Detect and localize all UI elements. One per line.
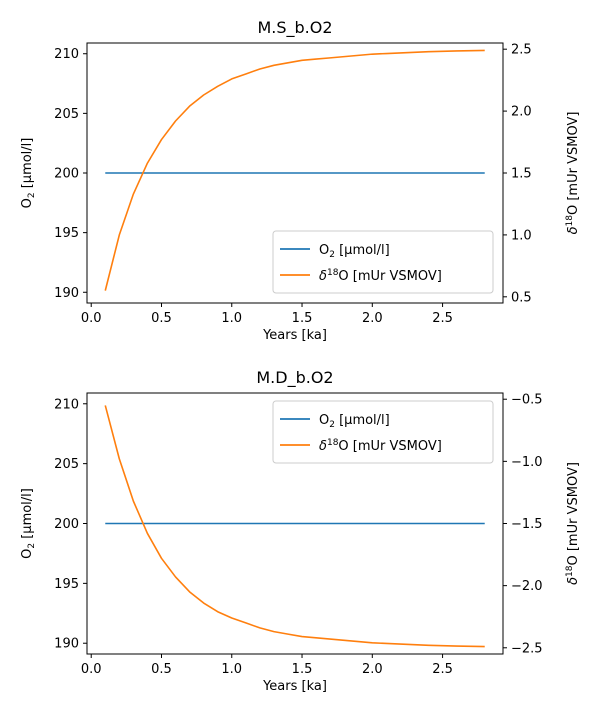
y-right-tick-label: −1.0 [511, 455, 543, 470]
y-left-tick-label: 190 [54, 637, 79, 652]
y-right-tick-label: 2.5 [511, 43, 532, 58]
x-axis-label: Years [ka] [262, 328, 327, 343]
x-tick-label: 2.0 [362, 662, 383, 677]
y-right-tick-label: 2.0 [511, 105, 532, 120]
d18o-series-line [104, 405, 485, 648]
y-right-label-delta: δ [566, 226, 581, 234]
legend-text-delta: δ [319, 439, 327, 454]
legend-box [272, 400, 494, 464]
y-right-tick-label: −0.5 [511, 393, 543, 408]
y-left-label-main: O [20, 198, 35, 208]
x-tick-label: 1.0 [221, 311, 242, 326]
x-tick-label: 2.5 [432, 662, 453, 677]
y-left-tick-label: 190 [54, 286, 79, 301]
y-right-label-rest: O [mUr VSMOV] [566, 462, 581, 565]
y-right-axis-label: δ18O [mUr VSMOV] [565, 112, 581, 235]
y-left-label-main: O [20, 549, 35, 559]
legend-text-delta: δ [319, 269, 327, 284]
y-right-label-delta: δ [566, 577, 581, 585]
y-right-tick-label: −1.5 [511, 517, 543, 532]
series-lines [104, 49, 485, 291]
legend: O2 [µmol/l] δ18O [mUr VSMOV] [272, 230, 494, 294]
x-tick-label: 0.0 [81, 311, 102, 326]
y-right-label-superscript: 18 [565, 565, 575, 577]
legend-entry-d18o: δ18O [mUr VSMOV] [319, 438, 442, 454]
y-right-tick-label: 1.0 [511, 228, 532, 243]
y-right-tick-label: 1.5 [511, 167, 532, 182]
y-left-axis-label: O2 [µmol/l] [20, 138, 37, 209]
legend-entry-o2: O2 [µmol/l] [319, 243, 390, 260]
y-left-tick-label: 205 [54, 457, 79, 472]
y-left-label-subscript: 2 [27, 543, 37, 549]
legend-text-main: O [319, 243, 329, 258]
y-left-tick-label: 195 [54, 577, 79, 592]
legend-text-rest: O [mUr VSMOV] [338, 439, 441, 454]
y-left-tick-label: 205 [54, 107, 79, 122]
x-tick-label: 0.0 [81, 662, 102, 677]
y-left-tick-label: 210 [54, 397, 79, 412]
x-tick-label: 0.5 [151, 311, 172, 326]
x-tick-label: 1.0 [221, 662, 242, 677]
chart-title: M.S_b.O2 [257, 18, 332, 38]
y-right-label-rest: O [mUr VSMOV] [566, 112, 581, 215]
y-right-axis-label: δ18O [mUr VSMOV] [565, 462, 581, 585]
legend-text-rest: [µmol/l] [335, 243, 390, 258]
legend-text-rest: [µmol/l] [335, 413, 390, 428]
x-axis-label: Years [ka] [262, 679, 327, 694]
y-left-tick-label: 210 [54, 47, 79, 62]
d18o-series-line [104, 49, 485, 291]
legend-text-superscript: 18 [327, 438, 339, 448]
legend-entry-d18o: δ18O [mUr VSMOV] [319, 268, 442, 284]
legend: O2 [µmol/l] δ18O [mUr VSMOV] [272, 400, 494, 464]
legend-text-rest: O [mUr VSMOV] [338, 269, 441, 284]
legend-box [272, 230, 494, 294]
bottom-chart-panel: M.D_b.O20.0 0.5 1.0 1.5 2.0 2.519019520020521… [20, 368, 581, 694]
y-right-tick-label: −2.5 [511, 641, 543, 656]
legend-text-main: O [319, 413, 329, 428]
legend-text-subscript: 2 [329, 420, 335, 430]
y-right-tick-label: −2.0 [511, 579, 543, 594]
y-right-label-superscript: 18 [565, 215, 575, 227]
y-left-label-subscript: 2 [27, 192, 37, 198]
chart-title: M.D_b.O2 [256, 368, 333, 388]
y-left-tick-label: 200 [54, 167, 79, 182]
y-left-label-rest: [µmol/l] [20, 488, 35, 543]
legend-entry-o2: O2 [µmol/l] [319, 413, 390, 430]
legend-text-subscript: 2 [329, 250, 335, 260]
x-tick-label: 2.5 [432, 311, 453, 326]
top-chart-panel: M.S_b.O20.0 0.5 1.0 1.5 2.0 2.519019520020521… [20, 18, 581, 343]
y-left-tick-label: 195 [54, 226, 79, 241]
y-left-label-rest: [µmol/l] [20, 138, 35, 193]
y-left-axis-label: O2 [µmol/l] [20, 488, 37, 559]
y-left-tick-label: 200 [54, 517, 79, 532]
legend-text-superscript: 18 [327, 268, 339, 278]
y-right-tick-label: 0.5 [511, 290, 532, 305]
x-tick-label: 1.5 [292, 311, 313, 326]
series-lines [104, 405, 485, 648]
x-tick-label: 0.5 [151, 662, 172, 677]
x-tick-label: 2.0 [362, 311, 383, 326]
x-tick-label: 1.5 [292, 662, 313, 677]
